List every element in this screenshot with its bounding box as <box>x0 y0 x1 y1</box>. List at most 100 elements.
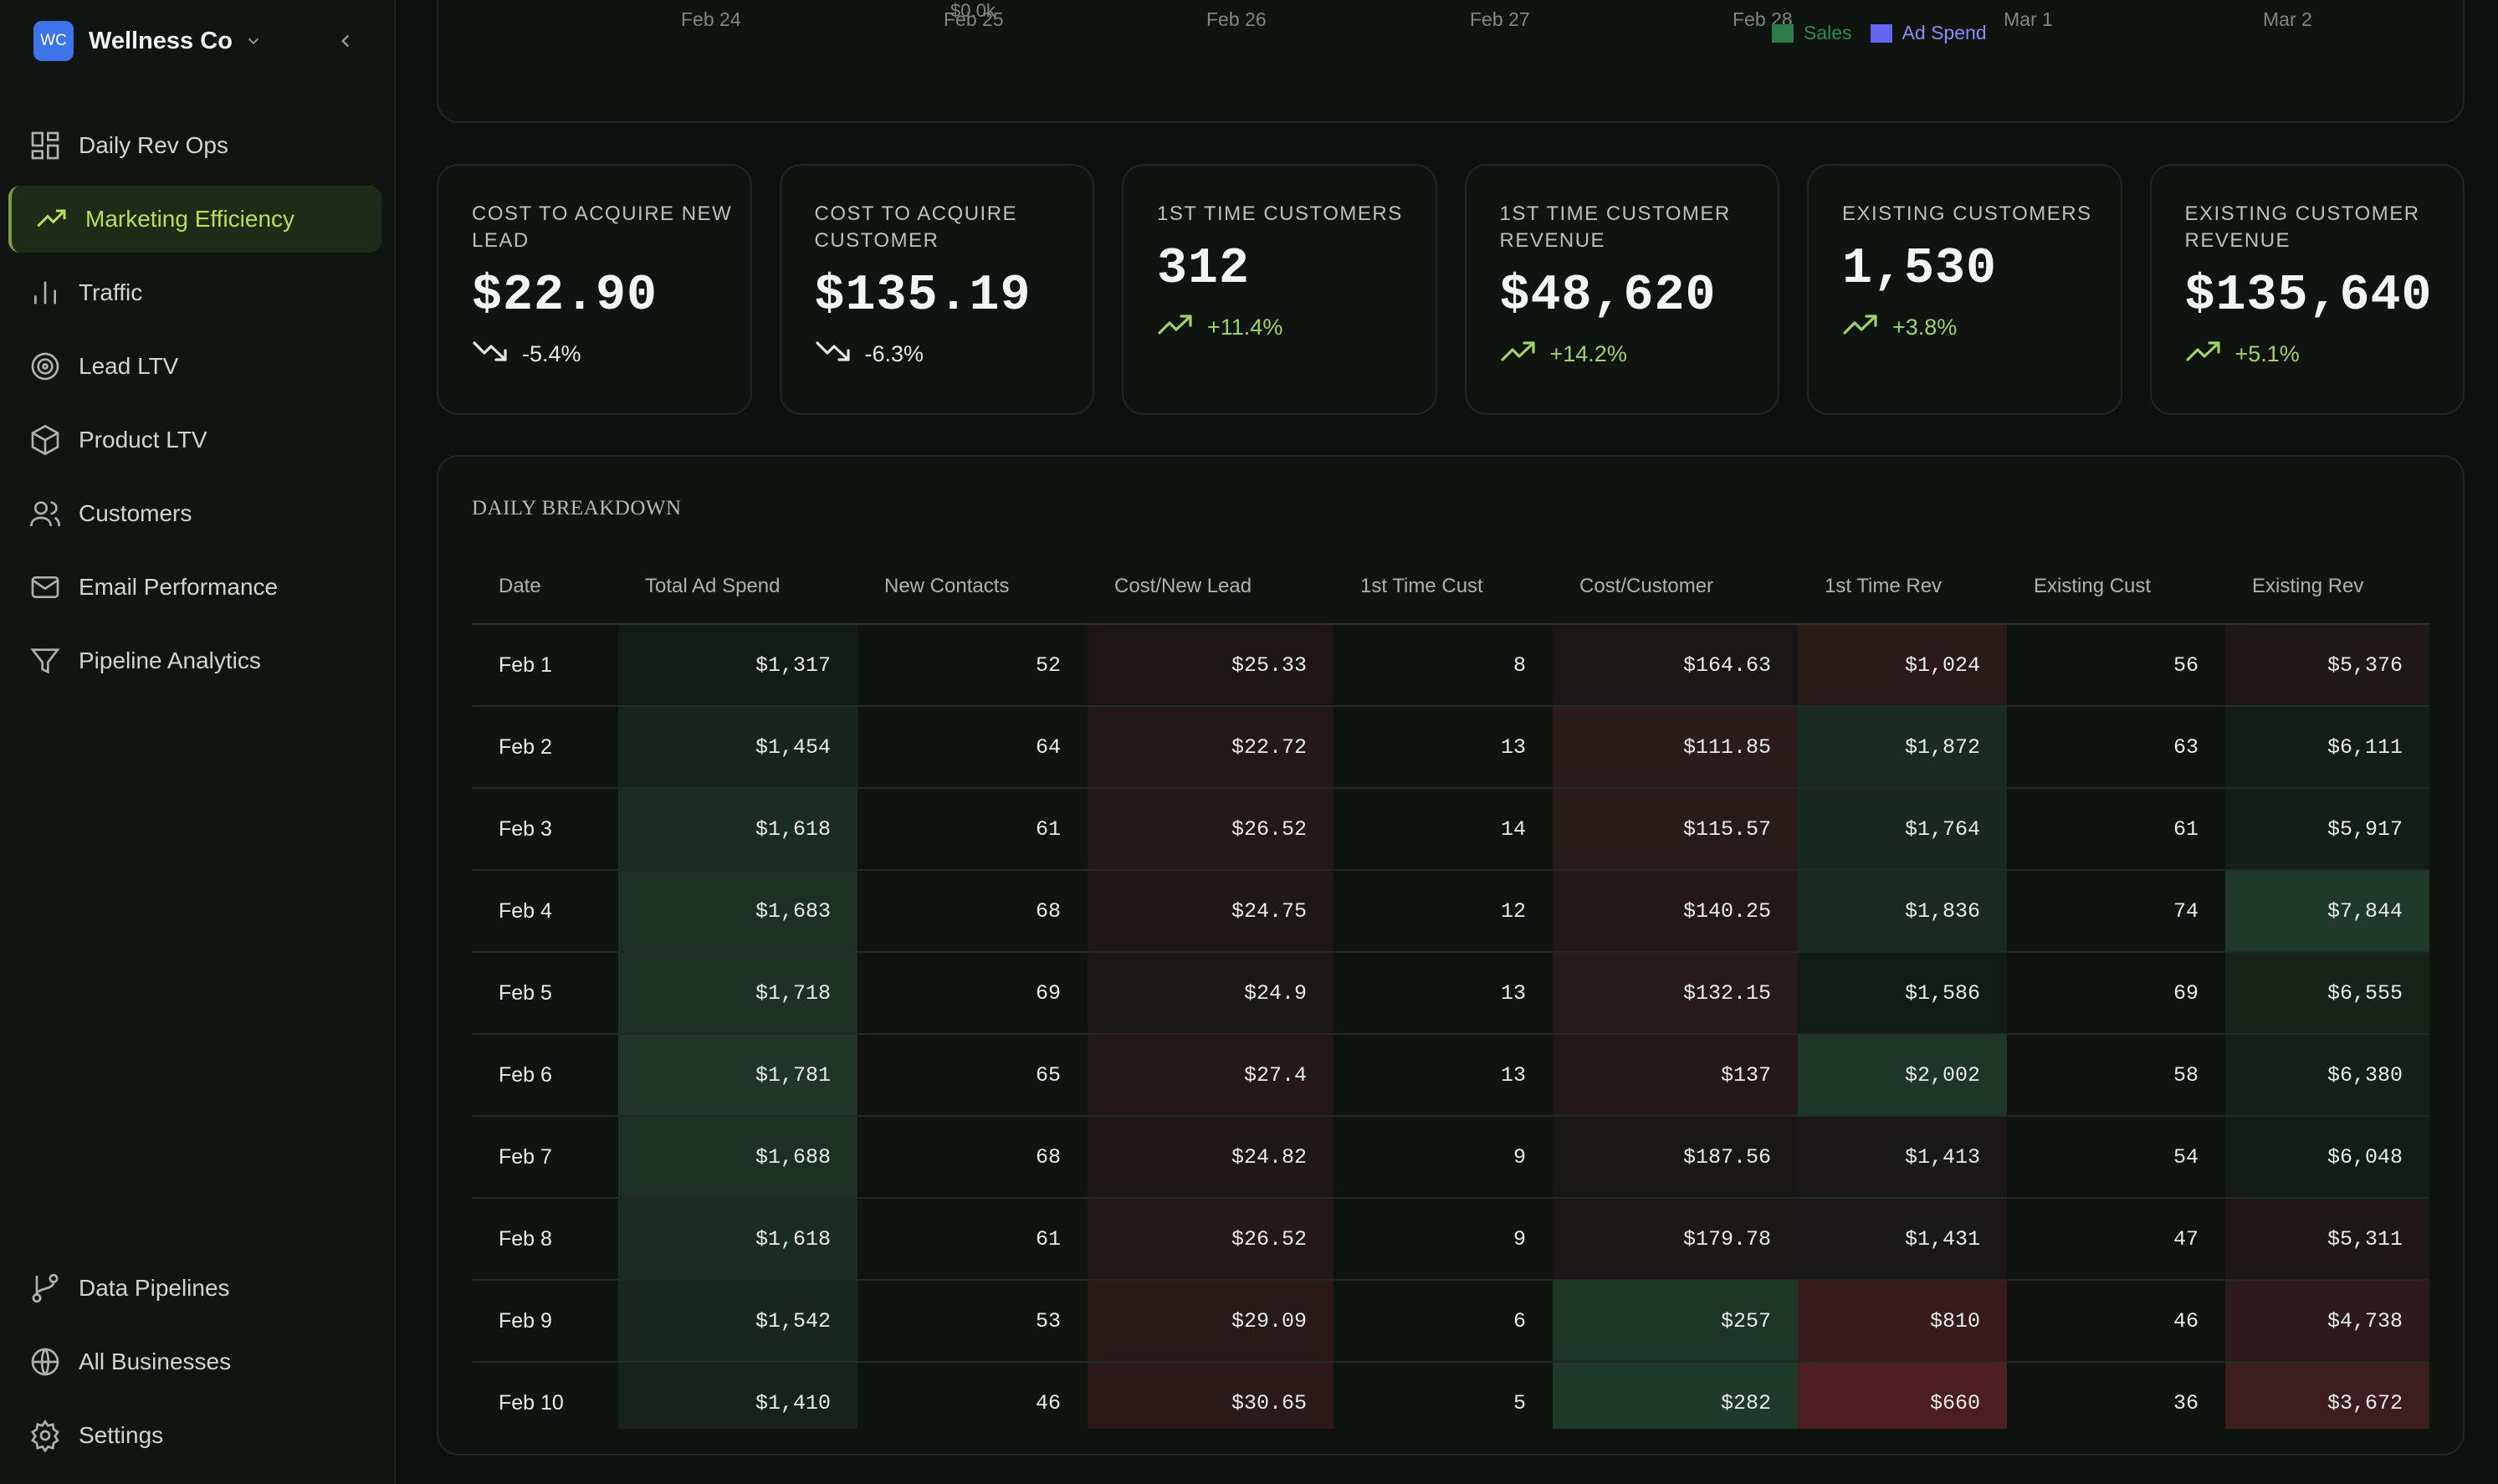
column-header[interactable]: Date <box>472 549 618 625</box>
nav-label: Traffic <box>79 279 143 305</box>
table-row: Feb 7 $1,688 68 $24.82 9 $187.56 $1,413 54 $6,04… <box>472 1116 2429 1199</box>
table-cell: $187.56 <box>1553 1116 1798 1199</box>
table-cell: $26.52 <box>1088 788 1333 871</box>
table-cell: $5,311 <box>2225 1198 2429 1281</box>
table-header-row: Date Total Ad Spend New Contacts Cost/New L… <box>472 549 2429 625</box>
table-cell: $24.75 <box>1088 870 1333 953</box>
legend-swatch <box>1772 23 1794 43</box>
table-cell: 9 <box>1333 1116 1553 1199</box>
table-cell: 46 <box>857 1362 1088 1429</box>
nav-item-pipeline-analytics[interactable]: Pipeline Analytics <box>8 627 381 694</box>
table-cell: 58 <box>2007 1034 2225 1117</box>
column-header[interactable]: Existing Rev <box>2225 549 2429 625</box>
table-cell: 13 <box>1333 1034 1553 1117</box>
table-cell: $1,872 <box>1798 706 2007 789</box>
table-cell: $24.82 <box>1088 1116 1333 1199</box>
kpi-delta: +11.4% <box>1157 311 1436 344</box>
table-cell: $2,002 <box>1798 1034 2007 1117</box>
table-cell: $810 <box>1798 1280 2007 1363</box>
kpi-delta: +5.1% <box>2185 338 2464 371</box>
table-row: Feb 8 $1,618 61 $26.52 9 $179.78 $1,431 47 $5,31… <box>472 1198 2429 1281</box>
mail-icon <box>31 576 59 598</box>
kpi-card: 1st Time Customers 312 +11.4% <box>1122 164 1437 415</box>
table-cell: 64 <box>857 706 1088 789</box>
nav-item-email-performance[interactable]: Email Performance <box>8 554 381 621</box>
table-cell: $30.65 <box>1088 1362 1333 1429</box>
nav-item-lead-ltv[interactable]: Lead LTV <box>8 333 381 400</box>
table-cell: 14 <box>1333 788 1553 871</box>
nav-item-daily-rev-ops[interactable]: Daily Rev Ops <box>8 112 381 179</box>
table-cell: 65 <box>857 1034 1088 1117</box>
table-cell: $111.85 <box>1553 706 1798 789</box>
table-cell: $1,781 <box>618 1034 857 1117</box>
trending-down-icon <box>815 338 865 371</box>
date-cell: Feb 9 <box>472 1280 618 1363</box>
table-cell: $1,764 <box>1798 788 2007 871</box>
table-cell: $115.57 <box>1553 788 1798 871</box>
column-header[interactable]: Total Ad Spend <box>618 549 857 625</box>
nav-item-marketing-efficiency[interactable]: Marketing Efficiency <box>8 186 381 253</box>
legend-item-sales[interactable]: Sales <box>1772 22 1852 44</box>
section-title: DAILY BREAKDOWN <box>472 497 682 519</box>
table-cell: 53 <box>857 1280 1088 1363</box>
table-cell: $164.63 <box>1553 624 1798 707</box>
sales-vs-adspend-chart: $0.0k Feb 24 Feb 25 Feb 26 Feb 27 Feb 28… <box>437 0 2465 123</box>
nav-item-customers[interactable]: Customers <box>8 480 381 547</box>
table-cell: 61 <box>857 788 1088 871</box>
target-icon <box>31 352 59 381</box>
table-cell: 6 <box>1333 1280 1553 1363</box>
kpi-value: $48,620 <box>1499 268 1717 325</box>
git-branch-icon <box>32 1273 59 1303</box>
table-cell: $4,738 <box>2225 1280 2429 1363</box>
x-axis-label: Feb 25 <box>944 8 1004 30</box>
chart-legend: Sales Ad Spend <box>1772 22 2005 44</box>
daily-breakdown-table: Date Total Ad Spend New Contacts Cost/New L… <box>472 549 2429 1429</box>
legend-item-ad-spend[interactable]: Ad Spend <box>1870 22 1987 44</box>
collapse-sidebar-button[interactable] <box>331 27 360 55</box>
kpi-delta-value: +14.2% <box>1549 341 1627 366</box>
column-header[interactable]: Existing Cust <box>2007 549 2225 625</box>
kpi-value: $22.90 <box>472 268 658 325</box>
legend-label: Ad Spend <box>1902 22 1987 43</box>
legend-label: Sales <box>1804 22 1852 43</box>
kpi-delta: +14.2% <box>1500 338 1779 371</box>
column-header[interactable]: 1st Time Rev <box>1798 549 2007 625</box>
column-header[interactable]: Cost/Customer <box>1553 549 1798 625</box>
column-header[interactable]: New Contacts <box>857 549 1088 625</box>
nav-label: Pipeline Analytics <box>79 647 261 673</box>
table-cell: $1,410 <box>618 1362 857 1429</box>
table-row: Feb 2 $1,454 64 $22.72 13 $111.85 $1,872 63 $6,1… <box>472 706 2429 789</box>
nav-item-product-ltv[interactable]: Product LTV <box>8 407 381 473</box>
nav-label: Data Pipelines <box>79 1275 230 1301</box>
kpi-label: Cost to Acquire New Lead <box>472 202 733 252</box>
table-row: Feb 6 $1,781 65 $27.4 13 $137 $2,002 58 $6,380 <box>472 1034 2429 1117</box>
table-scroll-area[interactable]: Date Total Ad Spend New Contacts Cost/New L… <box>472 549 2429 1429</box>
table-cell: $660 <box>1798 1362 2007 1429</box>
column-header[interactable]: Cost/New Lead <box>1088 549 1333 625</box>
column-header[interactable]: 1st Time Cust <box>1333 549 1553 625</box>
kpi-label: 1st Time Customers <box>1157 202 1403 225</box>
date-cell: Feb 5 <box>472 952 618 1035</box>
table-row: Feb 3 $1,618 61 $26.52 14 $115.57 $1,764 61 $5,9… <box>472 788 2429 871</box>
table-cell: $6,048 <box>2225 1116 2429 1199</box>
table-cell: $29.09 <box>1088 1280 1333 1363</box>
nav-item-all-businesses[interactable]: All Businesses <box>8 1328 381 1395</box>
table-row: Feb 5 $1,718 69 $24.9 13 $132.15 $1,586 69 $6,55… <box>472 952 2429 1035</box>
nav-item-settings[interactable]: Settings <box>8 1402 381 1469</box>
y-axis-tick: $0.0k <box>950 0 996 21</box>
table-cell: $1,586 <box>1798 952 2007 1035</box>
table-cell: $7,844 <box>2225 870 2429 953</box>
kpi-card: 1st Time Customer Revenue $48,620 +14.2% <box>1464 164 1779 415</box>
table-cell: $140.25 <box>1553 870 1798 953</box>
x-axis-label: Feb 26 <box>1206 8 1267 30</box>
table-cell: 5 <box>1333 1362 1553 1429</box>
table-cell: $1,688 <box>618 1116 857 1199</box>
nav-item-traffic[interactable]: Traffic <box>8 259 381 326</box>
business-switcher[interactable]: WC Wellness Co <box>33 20 263 62</box>
table-row: Feb 1 $1,317 52 $25.33 8 $164.63 $1,024 56 $5,37… <box>472 624 2429 707</box>
kpi-value: $135,640 <box>2184 268 2433 325</box>
trending-up-icon <box>1842 311 1892 344</box>
table-cell: $257 <box>1553 1280 1798 1363</box>
table-cell: $24.9 <box>1088 952 1333 1035</box>
nav-item-data-pipelines[interactable]: Data Pipelines <box>8 1255 381 1322</box>
